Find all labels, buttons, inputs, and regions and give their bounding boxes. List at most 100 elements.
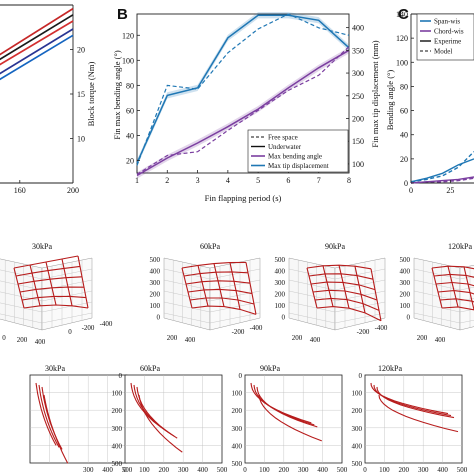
panel-c-xtick-label-0: 0: [409, 186, 413, 195]
panel-3d-grid-l-1-3: [163, 290, 211, 302]
panel-3d-xtick-0-2: 400: [35, 338, 46, 346]
panel-2d-ytick-3-2: 200: [352, 407, 363, 415]
panel-2d-ytick-1-0: 0: [119, 372, 123, 380]
panel-3d-ztick-3-4: 100: [400, 302, 411, 310]
panel-b-xtick-label-1: 2: [165, 176, 169, 185]
panel-2d-ytick-1-4: 400: [112, 442, 123, 450]
panel-3d-fin-col-2-0: [306, 267, 318, 309]
panel-c-letter: C: [398, 6, 409, 23]
legend-experiment: Experime: [434, 38, 461, 46]
panel-2d-ytick-2-3: 300: [232, 425, 243, 433]
panel-3d-fin-col-2-1: [322, 265, 334, 307]
panel-3d-ztick-2-0: 500: [275, 256, 286, 264]
panel-2d-ytick-2-2: 200: [232, 407, 243, 415]
panel-3d-grid-l-1-2: [163, 279, 211, 291]
panel-3d-ztick-3-5: 0: [407, 314, 411, 322]
panel-2d-xtick-3-3: 300: [418, 466, 429, 474]
panel-3d-ytick-0-0: 0: [68, 328, 72, 336]
panel-2d-fin-outer-0: [43, 394, 69, 464]
panel-3d-grid-l-0-4: [0, 302, 43, 313]
panel-b-x-ticks: 1 2 3 4 5 6 7 8: [135, 170, 351, 185]
panel-3d-fin-2: [306, 264, 382, 322]
panel-c-x-ticks: 0 25: [409, 180, 454, 195]
panel-2d-ytick-3-3: 300: [352, 425, 363, 433]
panel-3d-2: 90kPa 500 400 300 200 100 0 200 400 -200 -400: [275, 242, 388, 344]
panel-3d-grid-r-3-5: [459, 319, 474, 324]
panel-3d-ztick-3-1: 400: [400, 268, 411, 276]
panel-3d-grid-l-1-5: [163, 312, 211, 324]
panel-3d-ztick-1-4: 100: [150, 302, 161, 310]
panel-3d-grid-r-0-1: [41, 268, 93, 280]
panel-b-series-group: [136, 12, 350, 179]
panel-3d-xtick-1-1: 400: [185, 336, 196, 344]
panel-a-series-0: [0, 7, 74, 56]
panel-3d-grid-l-2-1: [288, 268, 336, 280]
panel-3d-ztick-3-0: 500: [400, 256, 411, 264]
panel-c-xtick-label-1: 25: [446, 186, 454, 195]
panel-2d-ytick-2-0: 0: [239, 372, 243, 380]
panel-c-ytick-label-2: 40: [400, 131, 408, 140]
panel-2d-xtick-1-5: 500: [217, 466, 228, 474]
panel-b-ytick-label-3: 80: [126, 81, 134, 90]
panel-2d-fin-line-2-2: [256, 386, 318, 428]
panel-3d-title-1: 60kPa: [200, 242, 220, 251]
panel-c-y-ticks: 0 20 40 60 80 100 120 140: [396, 10, 414, 188]
panel-3d-ztick-3-3: 200: [400, 291, 411, 299]
panel-b-ytick-label-5: 120: [122, 31, 134, 40]
panel-2d-ytick-1-1: 100: [112, 390, 123, 398]
panel-2d-xtick-2-5: 500: [337, 466, 348, 474]
panel-3d-fin-col-0-4: [77, 255, 89, 309]
panel-3d-grid-l-1-1: [163, 268, 211, 280]
panel-2d-ytick-2-1: 100: [232, 390, 243, 398]
panel-3d-0: 30kPa 0 200 400 0 -200 -400: [0, 242, 113, 346]
panel-3d-fin-col-1-0: [181, 267, 193, 309]
panel-3d-title-0: 30kPa: [32, 242, 52, 251]
panel-2d-ytick-1-3: 300: [112, 425, 123, 433]
panel-2d-ytick-2-4: 400: [232, 442, 243, 450]
panel-b-ylabel-right: Fin max tip displacement (mm): [370, 40, 380, 147]
panel-3d-grid-r-0-5: [41, 312, 93, 324]
panel-b-band-0: [137, 12, 349, 167]
panel-2d-fin-line-3-1: [373, 384, 452, 417]
panel-a-series-3: [0, 28, 74, 75]
panel-c-ytick-label-6: 120: [396, 34, 408, 43]
panel-3d-grid-r-1-1: [209, 268, 261, 280]
panel-2d-ytick-3-0: 0: [359, 372, 363, 380]
panel-2d-xtick-0-1: 400: [102, 466, 113, 474]
panel-3d-wall-right-3: [459, 264, 474, 331]
panel-b-xtick-label-5: 6: [286, 176, 290, 185]
panel-3d-grid-r-3-1: [459, 275, 474, 280]
panel-2d-xtick-3-5: 500: [457, 466, 468, 474]
panel-c-ytick-label-1: 20: [400, 155, 408, 164]
panel-2d-xtick-1-0: 0: [123, 466, 127, 474]
panel-3d-ztick-2-2: 300: [275, 279, 286, 287]
panel-3d-ztick-2-1: 400: [275, 268, 286, 276]
panel-3d-fin-col-1-2: [213, 263, 225, 307]
panel-2d-fin-2: [250, 382, 322, 442]
row-3d-deformation: 30kPa 0 200 400 0 -200 -400 60kPa 500 400 300 200 10…: [0, 242, 474, 346]
panel-3d-grid-l-2-4: [288, 301, 336, 313]
panel-3d-ztick-1-1: 400: [150, 268, 161, 276]
panel-3d-grid-l-3-5: [413, 312, 461, 324]
panel-a-series-group: [0, 7, 74, 81]
panel-2d-ytick-1-2: 200: [112, 407, 123, 415]
panel-c-ytick-label-4: 80: [400, 82, 408, 91]
panel-3d-grid-r-3-2: [459, 286, 474, 291]
panel-3d-fin-col-2-2: [338, 265, 350, 309]
panel-a-series-1: [0, 14, 74, 61]
legend-underwater: Underwater: [268, 143, 302, 151]
panel-2d-xtick-1-1: 100: [139, 466, 150, 474]
panel-2d-fin-line-3-2: [376, 386, 455, 419]
panel-3d-xtick-3-1: 400: [435, 336, 446, 344]
panel-b-y2tick-label-0: 100: [352, 160, 364, 169]
panel-c-ytick-label-5: 100: [396, 58, 408, 67]
panel-2d-xtick-2-2: 200: [279, 466, 290, 474]
panel-b-ytick-label-0: 20: [126, 156, 134, 165]
panel-3d-ztick-1-5: 0: [157, 314, 161, 322]
panel-3d-grid-l-0-5: [0, 313, 43, 324]
panel-2d-title-3: 120kPa: [378, 364, 402, 373]
panel-2d-xtick-1-2: 200: [159, 466, 170, 474]
panel-3d-grid-l-0-3: [0, 291, 43, 302]
